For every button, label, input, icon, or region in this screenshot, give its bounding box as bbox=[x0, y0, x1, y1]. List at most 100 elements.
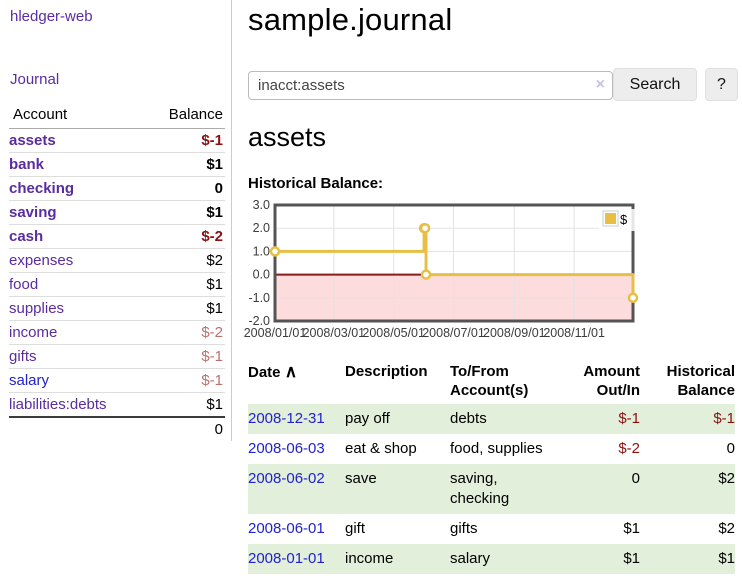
account-row: liabilities:debts $1 bbox=[9, 393, 225, 418]
account-link-saving[interactable]: saving bbox=[9, 204, 57, 221]
account-row: food $1 bbox=[9, 273, 225, 297]
transaction-balance: $2 bbox=[640, 514, 735, 544]
transaction-date-link[interactable]: 2008-01-01 bbox=[248, 550, 325, 567]
transaction-date-link[interactable]: 2008-06-02 bbox=[248, 470, 325, 487]
register-col-accounts: To/From Account(s) bbox=[450, 360, 570, 404]
svg-text:-1.0: -1.0 bbox=[248, 291, 270, 305]
accounts-col-balance: Balance bbox=[146, 103, 225, 129]
register-table: Date ∧ Description To/From Account(s) Am… bbox=[248, 360, 735, 574]
account-balance: $1 bbox=[146, 273, 225, 297]
transaction-date-link[interactable]: 2008-06-01 bbox=[248, 520, 325, 537]
sidebar-item-journal[interactable]: Journal bbox=[10, 71, 59, 88]
accounts-table-header: Account Balance bbox=[9, 103, 225, 129]
account-row: supplies $1 bbox=[9, 297, 225, 321]
transaction-balance: $2 bbox=[640, 464, 735, 514]
historical-balance-chart: $3.02.01.00.0-1.0-2.02008/01/012008/03/0… bbox=[248, 198, 742, 348]
account-balance: $1 bbox=[146, 393, 225, 418]
search-row: × Search ? bbox=[248, 68, 742, 102]
accounts-table: Account Balance assets $-1 bank $1 check… bbox=[9, 103, 225, 441]
transaction-amount: $-2 bbox=[570, 434, 640, 464]
historical-balance-chart-container: $3.02.01.00.0-1.0-2.02008/01/012008/03/0… bbox=[248, 198, 742, 348]
account-row: assets $-1 bbox=[9, 129, 225, 153]
transaction-description: save bbox=[345, 464, 450, 514]
transaction-amount: 0 bbox=[570, 464, 640, 514]
transaction-description: gift bbox=[345, 514, 450, 544]
register-col-amount: Amount Out/In bbox=[570, 360, 640, 404]
account-link-expenses[interactable]: expenses bbox=[9, 252, 73, 269]
brand-link[interactable]: hledger-web bbox=[10, 8, 93, 25]
svg-text:2008/11/01: 2008/11/01 bbox=[543, 326, 605, 340]
svg-text:3.0: 3.0 bbox=[253, 198, 270, 212]
transaction-amount: $1 bbox=[570, 544, 640, 574]
page-title: sample.journal bbox=[248, 2, 452, 38]
transaction-description: income bbox=[345, 544, 450, 574]
transaction-date-link[interactable]: 2008-06-03 bbox=[248, 440, 325, 457]
clear-search-icon[interactable]: × bbox=[596, 76, 605, 94]
svg-text:$: $ bbox=[620, 212, 628, 227]
help-button[interactable]: ? bbox=[705, 68, 738, 101]
main-content: sample.journal × Search ? assets Histori… bbox=[248, 0, 742, 582]
svg-text:1.0: 1.0 bbox=[253, 244, 270, 258]
accounts-col-account: Account bbox=[9, 103, 146, 129]
account-link-liabilities-debts[interactable]: liabilities:debts bbox=[9, 396, 107, 413]
chart-label: Historical Balance: bbox=[248, 175, 383, 192]
account-link-assets[interactable]: assets bbox=[9, 132, 56, 149]
transaction-amount: $-1 bbox=[570, 404, 640, 434]
svg-text:2008/07/01: 2008/07/01 bbox=[422, 326, 485, 340]
transaction-description: pay off bbox=[345, 404, 450, 434]
transaction-accounts: saving, checking bbox=[450, 464, 570, 514]
account-link-supplies[interactable]: supplies bbox=[9, 300, 64, 317]
svg-text:2008/03/01: 2008/03/01 bbox=[303, 326, 366, 340]
account-link-cash[interactable]: cash bbox=[9, 228, 43, 245]
svg-text:2008/09/01: 2008/09/01 bbox=[483, 326, 546, 340]
transaction-accounts: salary bbox=[450, 544, 570, 574]
transaction-amount: $1 bbox=[570, 514, 640, 544]
account-link-bank[interactable]: bank bbox=[9, 156, 44, 173]
transaction-balance: $-1 bbox=[640, 404, 735, 434]
transaction-accounts: debts bbox=[450, 404, 570, 434]
register-row: 2008-06-01 gift gifts $1 $2 bbox=[248, 514, 735, 544]
account-link-gifts[interactable]: gifts bbox=[9, 348, 37, 365]
sort-ascending-icon: ∧ bbox=[285, 362, 297, 381]
register-col-description: Description bbox=[345, 360, 450, 404]
account-link-food[interactable]: food bbox=[9, 276, 38, 293]
svg-text:2008/05/01: 2008/05/01 bbox=[362, 326, 425, 340]
account-row: gifts $-1 bbox=[9, 345, 225, 369]
account-link-salary[interactable]: salary bbox=[9, 372, 49, 389]
account-link-checking[interactable]: checking bbox=[9, 180, 74, 197]
account-link-income[interactable]: income bbox=[9, 324, 57, 341]
transaction-date-link[interactable]: 2008-12-31 bbox=[248, 410, 325, 427]
accounts-total-row: 0 bbox=[9, 417, 225, 441]
transaction-balance: $1 bbox=[640, 544, 735, 574]
register-col-date[interactable]: Date ∧ bbox=[248, 360, 345, 404]
search-button[interactable]: Search bbox=[613, 68, 697, 101]
register-row: 2008-12-31 pay off debts $-1 $-1 bbox=[248, 404, 735, 434]
accounts-total-value: 0 bbox=[146, 417, 225, 441]
account-row: checking 0 bbox=[9, 177, 225, 201]
account-balance: $1 bbox=[146, 153, 225, 177]
register-header-row: Date ∧ Description To/From Account(s) Am… bbox=[248, 360, 735, 404]
account-balance: $1 bbox=[146, 297, 225, 321]
register-col-date-label: Date bbox=[248, 364, 281, 381]
hledger-web-app: hledger-web Journal Account Balance asse… bbox=[0, 0, 742, 582]
account-balance: $-1 bbox=[146, 369, 225, 393]
svg-text:0.0: 0.0 bbox=[253, 268, 270, 282]
account-balance: $2 bbox=[146, 249, 225, 273]
account-row: income $-2 bbox=[9, 321, 225, 345]
account-row: bank $1 bbox=[9, 153, 225, 177]
register-row: 2008-01-01 income salary $1 $1 bbox=[248, 544, 735, 574]
svg-text:2008/01/01: 2008/01/01 bbox=[244, 326, 307, 340]
transaction-description: eat & shop bbox=[345, 434, 450, 464]
search-input[interactable] bbox=[248, 71, 613, 100]
svg-text:2.0: 2.0 bbox=[253, 221, 270, 235]
account-page-title: assets bbox=[248, 122, 326, 153]
account-balance: $1 bbox=[146, 201, 225, 225]
account-row: salary $-1 bbox=[9, 369, 225, 393]
search-box: × bbox=[248, 71, 613, 100]
account-balance: $-2 bbox=[146, 225, 225, 249]
transaction-accounts: food, supplies bbox=[450, 434, 570, 464]
sidebar: hledger-web Journal Account Balance asse… bbox=[0, 0, 232, 441]
register-row: 2008-06-02 save saving, checking 0 $2 bbox=[248, 464, 735, 514]
register-col-balance: Historical Balance bbox=[640, 360, 735, 404]
transaction-accounts: gifts bbox=[450, 514, 570, 544]
